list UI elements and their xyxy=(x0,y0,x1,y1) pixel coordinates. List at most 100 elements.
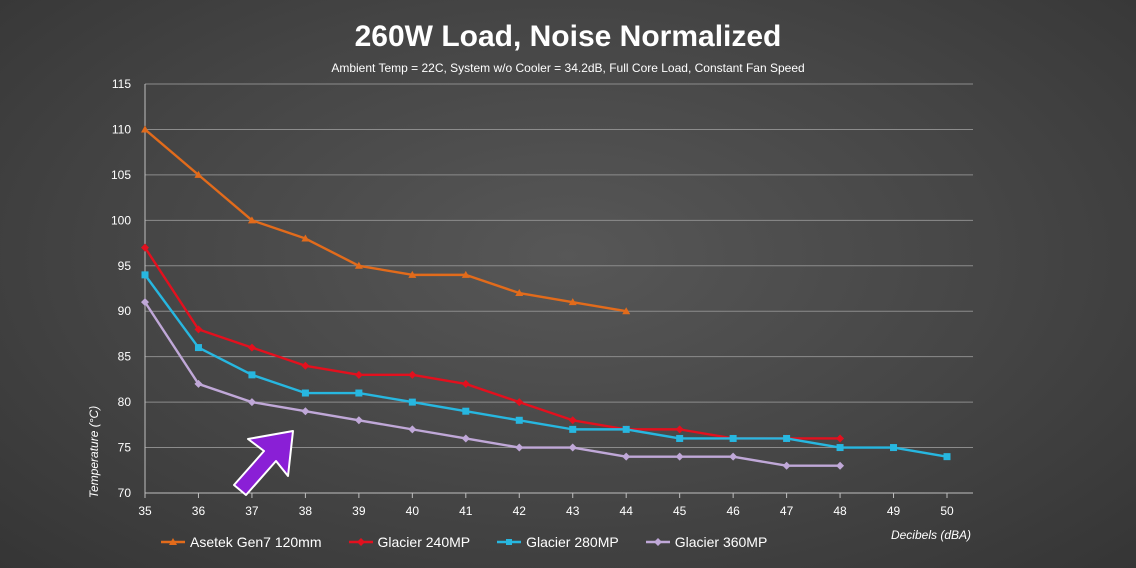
data-point-2-15 xyxy=(943,453,951,461)
data-point-1-4 xyxy=(354,370,363,379)
data-point-0-7 xyxy=(515,289,524,297)
data-point-1-10 xyxy=(675,425,684,434)
legend-label-glacier-240: Glacier 240MP xyxy=(377,534,471,550)
annotation-arrow xyxy=(233,430,294,496)
data-point-3-2 xyxy=(247,398,256,407)
data-point-1-1 xyxy=(194,325,203,334)
data-point-2-8 xyxy=(569,425,577,433)
data-point-3-13 xyxy=(836,461,845,470)
data-point-3-10 xyxy=(675,452,684,461)
data-point-3-5 xyxy=(408,425,417,434)
series-layer xyxy=(141,125,951,470)
legend-label-asetek: Asetek Gen7 120mm xyxy=(190,534,322,550)
data-point-3-0 xyxy=(141,298,149,307)
data-point-2-2 xyxy=(248,371,256,379)
x-tick-label-44: 44 xyxy=(620,504,634,518)
x-tick-label-46: 46 xyxy=(726,504,740,518)
data-point-0-5 xyxy=(408,270,417,278)
x-tick-label-35: 35 xyxy=(138,504,152,518)
chart-subtitle: Ambient Temp = 22C, System w/o Cooler = … xyxy=(331,61,805,75)
series-0 xyxy=(141,125,631,315)
x-tick-label-36: 36 xyxy=(192,504,206,518)
y-tick-label-110: 110 xyxy=(112,122,131,136)
x-tick-label-37: 37 xyxy=(245,504,259,518)
data-point-0-9 xyxy=(622,307,631,315)
data-point-2-3 xyxy=(301,389,309,397)
y-tick-label-75: 75 xyxy=(118,441,132,455)
y-axis-title: Temperature (°C) xyxy=(87,406,101,498)
axes: 70 75 80 85 90 95 100 105 110 115 35 36 37 38 39 40 41 42… xyxy=(87,77,973,542)
y-tick-label-90: 90 xyxy=(118,304,132,318)
data-point-2-10 xyxy=(676,434,684,442)
x-tick-label-50: 50 xyxy=(940,504,954,518)
legend-swatch-glacier-280 xyxy=(497,539,522,545)
data-point-2-0 xyxy=(141,271,149,279)
data-point-0-2 xyxy=(247,216,256,224)
data-point-3-9 xyxy=(622,452,631,461)
series-line-0 xyxy=(144,128,627,313)
x-tick-label-49: 49 xyxy=(887,504,901,518)
data-point-3-1 xyxy=(194,379,203,388)
x-tick-label-45: 45 xyxy=(673,504,687,518)
x-tick-label-43: 43 xyxy=(566,504,580,518)
data-point-3-6 xyxy=(461,434,470,443)
y-tick-label-85: 85 xyxy=(118,350,132,364)
series-line-3 xyxy=(143,301,841,467)
x-tick-label-38: 38 xyxy=(299,504,313,518)
y-tick-label-100: 100 xyxy=(111,213,131,227)
y-tick-label-80: 80 xyxy=(118,395,132,409)
data-point-1-2 xyxy=(247,343,256,352)
data-point-3-4 xyxy=(354,416,363,425)
x-tick-label-47: 47 xyxy=(780,504,794,518)
data-point-3-3 xyxy=(301,407,310,416)
data-point-2-9 xyxy=(622,425,630,433)
data-point-1-7 xyxy=(515,398,524,407)
y-tick-label-105: 105 xyxy=(111,168,131,182)
series-3 xyxy=(141,298,845,470)
data-point-0-4 xyxy=(354,261,363,269)
legend-item-asetek: Asetek Gen7 120mm xyxy=(160,534,322,550)
x-tick-label-41: 41 xyxy=(459,504,473,518)
legend-item-glacier-240: Glacier 240MP xyxy=(348,534,471,550)
data-point-3-8 xyxy=(568,443,577,452)
y-tick-label-70: 70 xyxy=(118,486,132,500)
y-tick-label-115: 115 xyxy=(112,77,131,91)
data-point-2-6 xyxy=(462,407,470,415)
data-point-2-5 xyxy=(408,398,416,406)
x-tick-label-48: 48 xyxy=(833,504,847,518)
data-point-2-12 xyxy=(783,434,791,442)
series-line-2 xyxy=(144,274,948,458)
legend-item-glacier-280: Glacier 280MP xyxy=(496,534,619,550)
data-point-2-11 xyxy=(729,434,737,442)
data-point-1-8 xyxy=(568,416,577,425)
data-point-1-3 xyxy=(301,361,310,370)
data-point-2-13 xyxy=(836,444,844,452)
series-line-1 xyxy=(143,246,841,440)
series-1 xyxy=(141,243,845,443)
data-point-0-0 xyxy=(141,125,149,133)
data-point-0-6 xyxy=(461,270,470,278)
data-point-0-8 xyxy=(568,298,577,306)
series-2 xyxy=(141,271,951,461)
x-tick-label-40: 40 xyxy=(406,504,420,518)
data-point-1-5 xyxy=(408,370,417,379)
legend-swatch-glacier-360 xyxy=(645,538,670,546)
x-axis-title: Decibels (dBA) xyxy=(891,528,971,542)
data-point-0-3 xyxy=(301,234,310,242)
legend-label-glacier-360: Glacier 360MP xyxy=(674,534,768,550)
gridlines xyxy=(145,83,973,449)
data-point-3-11 xyxy=(729,452,738,461)
data-point-3-7 xyxy=(515,443,524,452)
data-point-1-13 xyxy=(836,434,845,443)
data-point-1-6 xyxy=(461,379,470,388)
legend-item-glacier-360: Glacier 360MP xyxy=(645,534,768,550)
x-tick-label-42: 42 xyxy=(513,504,527,518)
data-point-2-7 xyxy=(515,416,523,424)
data-point-1-0 xyxy=(141,243,149,252)
data-point-2-1 xyxy=(194,344,202,352)
data-point-3-12 xyxy=(782,461,791,470)
x-tick-label-39: 39 xyxy=(352,504,366,518)
legend-swatch-asetek xyxy=(161,538,185,545)
legend-swatch-glacier-240 xyxy=(348,538,373,546)
